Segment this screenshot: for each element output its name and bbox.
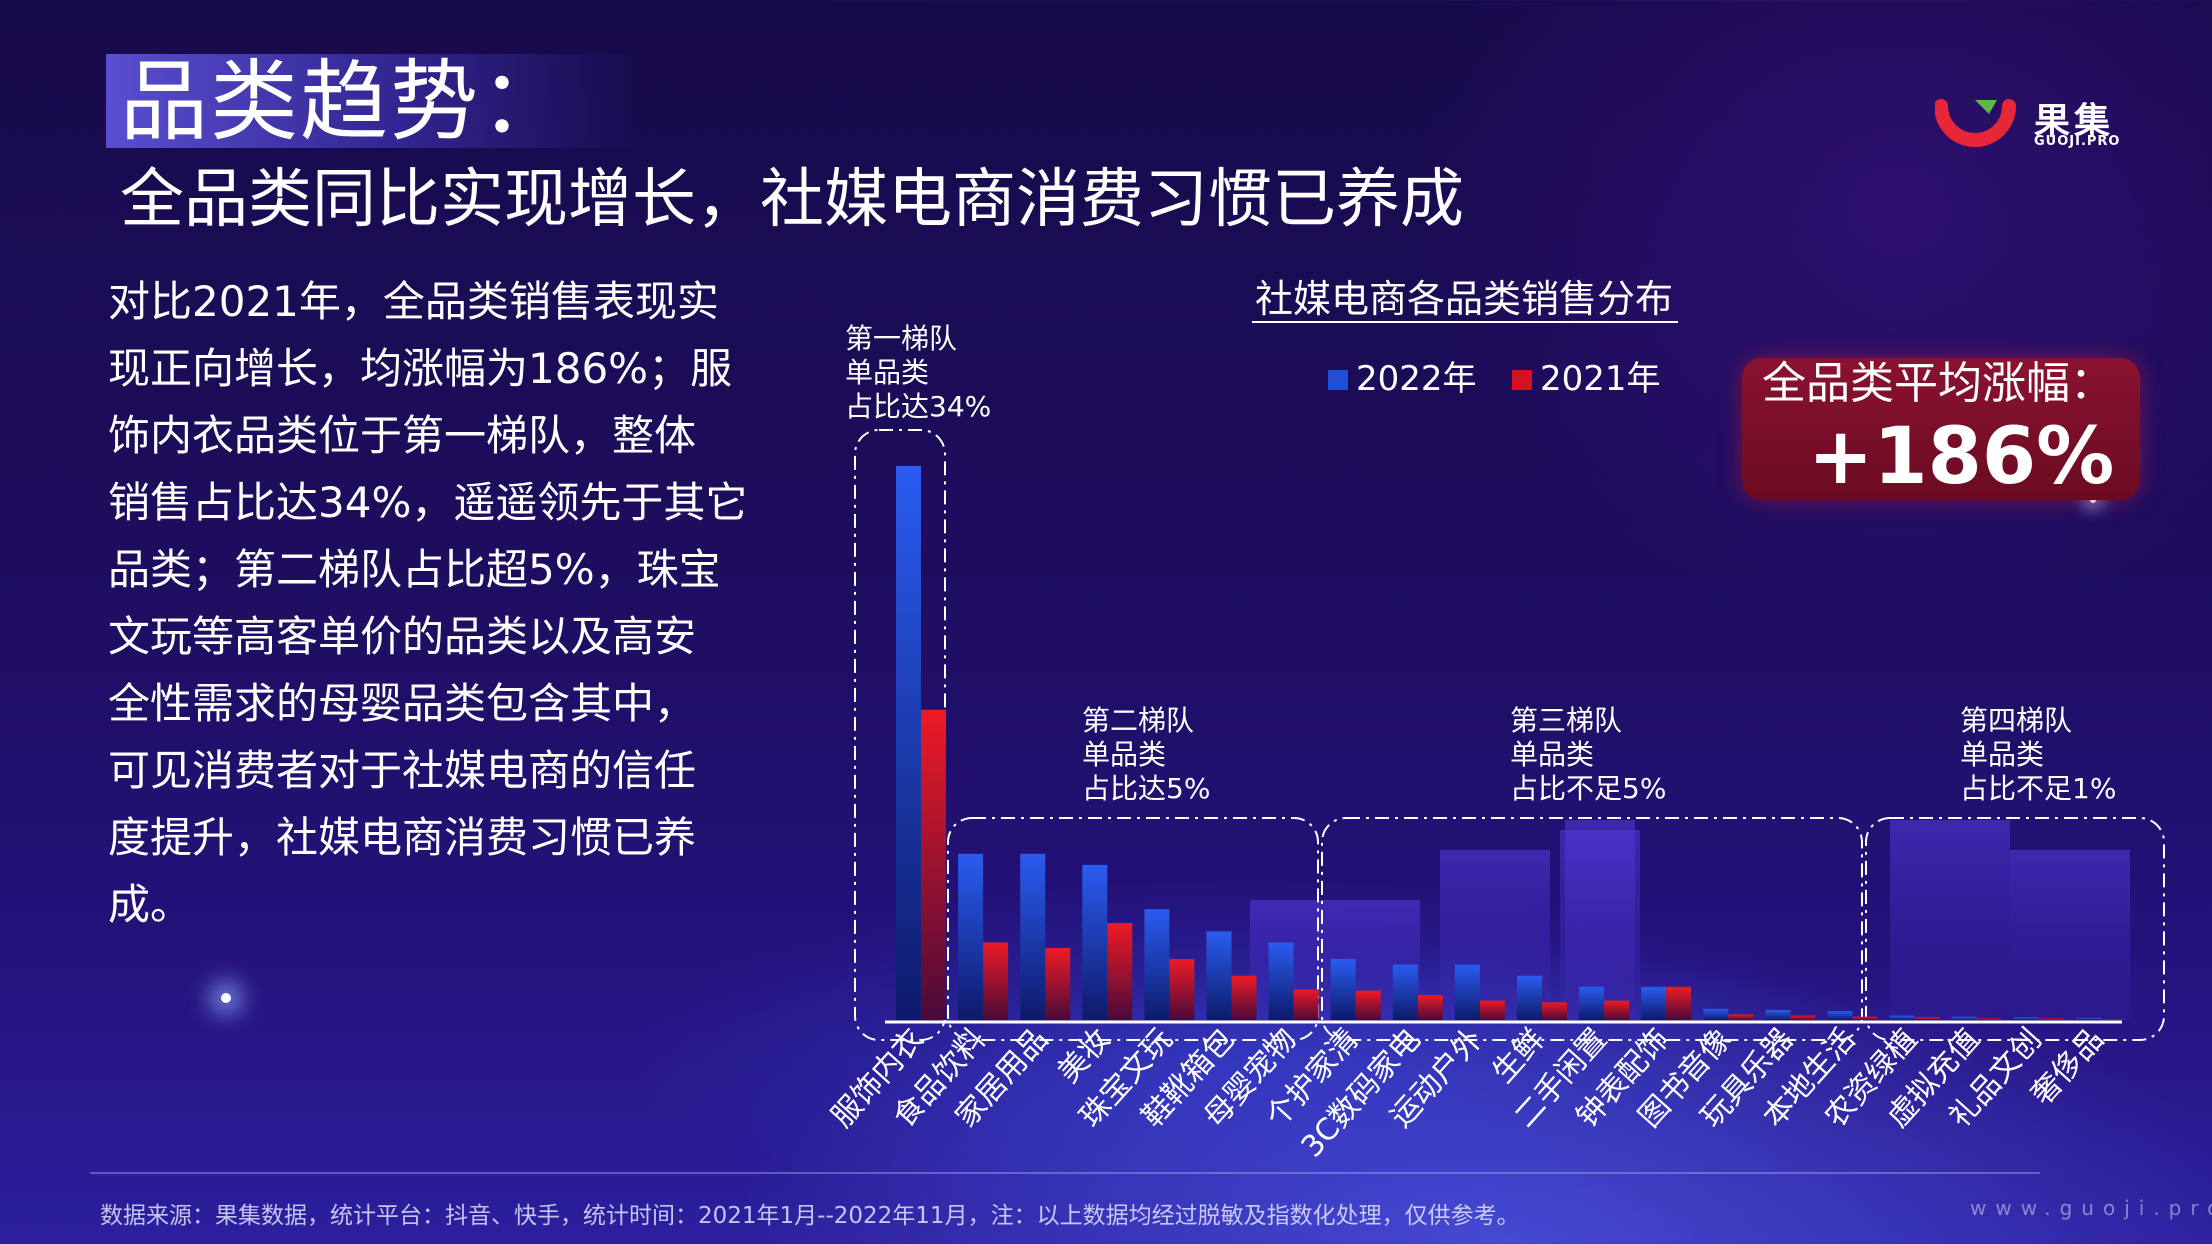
tier-label: 第三梯队 [1510,704,1622,737]
bar-2021 [983,942,1009,1020]
bar-2022 [1517,975,1542,1020]
logo-subtitle: GUOJI.PRO [2034,134,2121,149]
chart-title: 社媒电商各品类销售分布 [1255,277,1673,321]
bar-2022 [2013,1017,2039,1020]
bar-2021 [1107,923,1133,1020]
title-highlight [106,54,636,148]
tier-label: 占比达5% [1082,772,1210,805]
bar-2021 [1542,1002,1567,1020]
legend-swatch [1512,370,1532,390]
bar-2022 [1020,853,1046,1020]
tier-box [1321,817,1863,1041]
page-subtitle: 全品类同比实现增长，社媒电商消费习惯已养成 [120,163,1464,237]
tier-box [947,817,1319,1041]
decorative-bg-bar [1890,820,2010,1020]
average-growth-badge [1742,358,2140,500]
bar-2022 [1268,942,1294,1020]
bar-2022 [1206,931,1232,1020]
bar-2022 [1827,1011,1853,1020]
bar-2022 [1454,964,1480,1020]
bar-2022 [1579,986,1605,1020]
watermark: www.guoji.pro [1970,1196,2212,1220]
data-source-note: 数据来源：果集数据，统计平台：抖音、快手，统计时间：2021年1月--2022年… [100,1203,1520,1229]
tier-label: 占比不足5% [1510,772,1666,805]
tier-label: 单品类 [845,356,929,389]
bar-2021 [2038,1018,2064,1020]
bar-2022 [2075,1017,2101,1020]
description-text: 对比2021年，全品类销售表现实 现正向增长，均涨幅为186%；服 饰内衣品类位… [108,277,748,929]
light-flare [2090,497,2096,503]
bar-2021 [1293,989,1319,1020]
tier-label: 占比不足1% [1960,772,2116,805]
bar-2021 [2100,1018,2126,1020]
logo-name: 果集 [2034,101,2115,142]
bar-2021 [921,709,946,1020]
tier-label: 第四梯队 [1960,704,2072,737]
bar-2022 [1951,1016,1977,1020]
tier-box [1865,817,2165,1041]
bar-2021 [1169,959,1195,1020]
bar-2022 [1641,986,1667,1020]
bar-2021 [1976,1018,2002,1020]
tier-label: 单品类 [1960,738,2044,771]
decorative-bg-bar [1565,820,1635,1020]
badge-label: 全品类平均涨幅： [1762,358,2114,409]
tier-label: 第一梯队 [845,322,957,355]
bar-2021 [1417,995,1443,1020]
guoji-logo-icon [1935,99,2016,147]
tier-label: 单品类 [1082,738,1166,771]
bar-2021 [1479,1000,1505,1020]
badge-value: +186% [1808,412,2115,502]
legend-label: 2022年 [1356,359,1477,399]
bar-2022 [1330,959,1356,1020]
bar-2021 [1790,1015,1816,1020]
chart-legend: 2022年 2021年 [1328,359,1661,399]
footer-divider [90,1172,2040,1174]
tier-label: 占比达34% [845,390,991,423]
bar-2022 [896,466,921,1020]
light-flare [221,993,231,1003]
bar-2022 [1889,1015,1915,1020]
page-title: 品类趋势： [120,50,571,153]
bar-2021 [1604,1000,1630,1020]
legend-swatch [1328,370,1348,390]
bar-2021 [1914,1017,1940,1020]
bar-2022 [1392,964,1418,1020]
bar-2021 [1231,975,1257,1020]
bar-2022 [1765,1010,1791,1020]
tier-label: 第二梯队 [1082,704,1194,737]
bar-2022 [1082,864,1108,1020]
bar-2022 [1144,909,1170,1020]
tier-label: 单品类 [1510,738,1594,771]
bar-2022 [1703,1008,1729,1020]
bar-2021 [1728,1014,1754,1020]
bar-2021 [1666,986,1692,1020]
bar-2021 [1852,1016,1878,1020]
bar-2022 [958,853,984,1020]
bar-2021 [1355,990,1381,1020]
legend-label: 2021年 [1540,359,1661,399]
bar-2021 [1045,947,1071,1020]
decorative-bg-bar [2010,850,2130,1020]
